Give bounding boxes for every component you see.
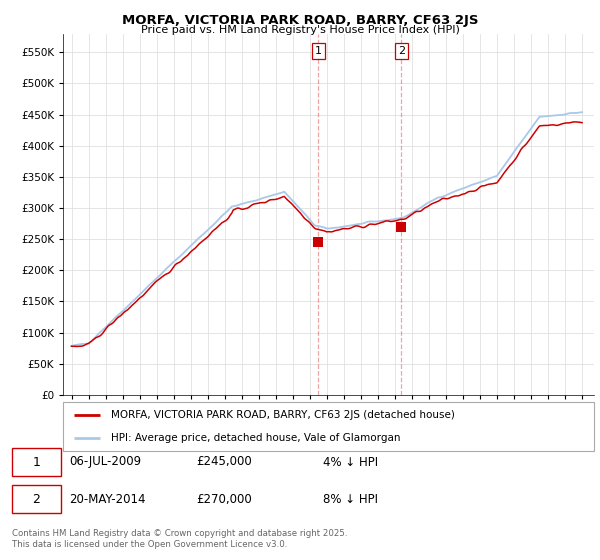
Text: Price paid vs. HM Land Registry's House Price Index (HPI): Price paid vs. HM Land Registry's House … — [140, 25, 460, 35]
Text: £270,000: £270,000 — [196, 493, 252, 506]
Text: Contains HM Land Registry data © Crown copyright and database right 2025.
This d: Contains HM Land Registry data © Crown c… — [12, 529, 347, 549]
Text: MORFA, VICTORIA PARK ROAD, BARRY, CF63 2JS: MORFA, VICTORIA PARK ROAD, BARRY, CF63 2… — [122, 14, 478, 27]
Text: 2: 2 — [398, 46, 405, 56]
Text: 06-JUL-2009: 06-JUL-2009 — [70, 455, 142, 469]
Text: 1: 1 — [32, 455, 40, 469]
FancyBboxPatch shape — [12, 485, 61, 513]
Text: HPI: Average price, detached house, Vale of Glamorgan: HPI: Average price, detached house, Vale… — [111, 433, 400, 444]
Text: 1: 1 — [315, 46, 322, 56]
Text: 2: 2 — [32, 493, 40, 506]
Text: 4% ↓ HPI: 4% ↓ HPI — [323, 455, 378, 469]
Text: £245,000: £245,000 — [196, 455, 252, 469]
FancyBboxPatch shape — [12, 448, 61, 476]
Text: 20-MAY-2014: 20-MAY-2014 — [70, 493, 146, 506]
Text: 8% ↓ HPI: 8% ↓ HPI — [323, 493, 378, 506]
Text: MORFA, VICTORIA PARK ROAD, BARRY, CF63 2JS (detached house): MORFA, VICTORIA PARK ROAD, BARRY, CF63 2… — [111, 410, 455, 421]
